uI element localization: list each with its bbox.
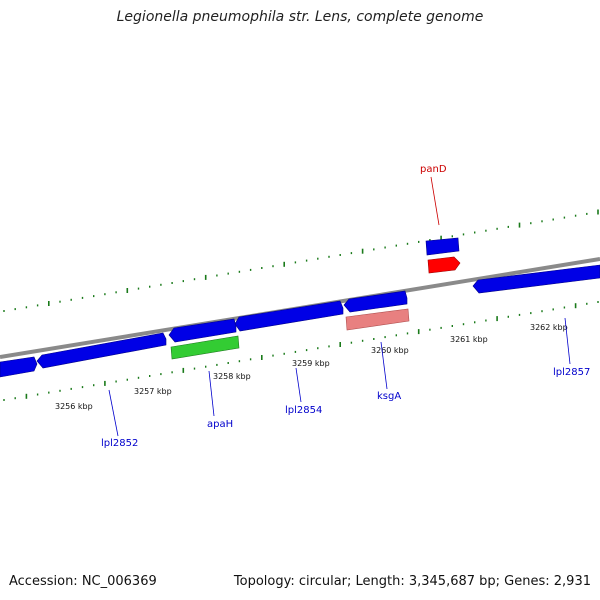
gene-feature-apah[interactable] (170, 335, 240, 360)
genome-title: Legionella pneumophila str. Lens, comple… (116, 9, 484, 25)
genome-summary-text: Topology: circular; Length: 3,345,687 bp… (233, 574, 591, 589)
gene-feature-apah-upstream[interactable] (168, 318, 237, 343)
accession-text: Accession: NC_006369 (9, 574, 157, 589)
gene-label-lpl2857[interactable]: lpl2857 (553, 367, 590, 378)
gene-feature-pand[interactable] (427, 256, 461, 274)
gene-feature-left-edge[interactable] (0, 356, 38, 378)
gene-labels: panD lpl2852 apaH lpl2854 ksgA lpl2857 (101, 164, 590, 449)
leader-pand (430, 176, 440, 226)
gene-feature-ksga[interactable] (345, 308, 410, 331)
gene-label-apah[interactable]: apaH (207, 419, 233, 430)
leader-lpl2854 (295, 367, 302, 403)
kbp-label: 3261 kbp (450, 335, 488, 344)
gene-feature-pand-outer[interactable] (425, 237, 460, 256)
gene-label-pand[interactable]: panD (420, 164, 447, 175)
gene-label-ksga[interactable]: ksgA (377, 391, 401, 402)
gene-label-lpl2854[interactable]: lpl2854 (285, 405, 322, 416)
gene-feature-ksga-upstream[interactable] (343, 290, 408, 313)
kbp-label: 3259 kbp (292, 359, 330, 368)
leader-ksga (380, 341, 388, 390)
leader-lpl2852 (108, 389, 119, 437)
gene-feature-lpl2854[interactable] (234, 300, 344, 332)
gene-label-leaders (108, 176, 571, 437)
kbp-label: 3262 kbp (530, 323, 568, 332)
outer-tick-ring (3, 209, 599, 312)
gene-label-lpl2852[interactable]: lpl2852 (101, 438, 138, 449)
leader-apah (208, 370, 215, 417)
gene-feature-lpl2857[interactable] (472, 264, 600, 294)
kbp-label: 3256 kbp (55, 402, 93, 411)
kbp-label: 3260 kbp (371, 346, 409, 355)
kbp-label: 3257 kbp (134, 387, 172, 396)
inner-tick-ring (3, 301, 599, 401)
leader-lpl2857 (564, 317, 571, 365)
gene-feature-lpl2852[interactable] (36, 332, 167, 369)
gene-features (0, 237, 600, 378)
kbp-label: 3258 kbp (213, 372, 251, 381)
kbp-scale-labels: 3256 kbp 3257 kbp 3258 kbp 3259 kbp 3260… (55, 323, 568, 411)
